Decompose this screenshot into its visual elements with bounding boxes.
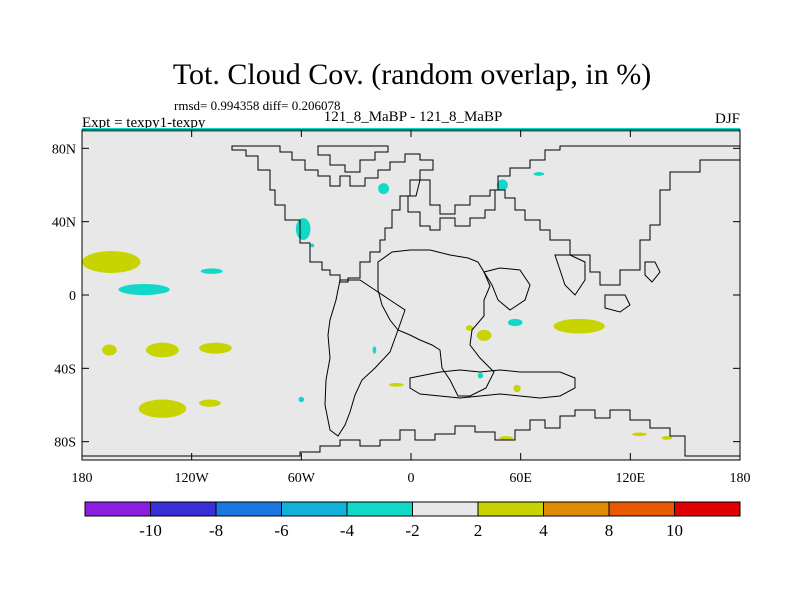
- coast-north-america: [231, 145, 434, 283]
- x-tick-label: 180: [72, 471, 93, 486]
- coast-australia: [409, 369, 576, 399]
- anomaly-patch: [496, 179, 508, 191]
- coast-antarctica: [81, 409, 741, 461]
- colorbar-label: -8: [209, 521, 223, 540]
- colorbar-label: 4: [539, 521, 548, 540]
- y-tick-label: 40S: [54, 362, 76, 377]
- colorbar-swatch: [346, 501, 413, 517]
- anomaly-patch: [533, 172, 545, 176]
- coast-india: [554, 254, 586, 296]
- colorbar-label: 2: [474, 521, 483, 540]
- anomaly-patch: [632, 432, 647, 437]
- colorbar-label: 10: [666, 521, 683, 540]
- chart-title: Tot. Cloud Cov. (random overlap, in %): [173, 58, 651, 91]
- x-tick-label: 60W: [288, 471, 316, 486]
- map-background: [82, 130, 740, 460]
- experiment-label: Expt = texpy1-texpy: [82, 115, 206, 131]
- coast-greenland: [317, 145, 389, 173]
- anomaly-patch: [513, 384, 521, 393]
- anomaly-layer: [82, 172, 673, 440]
- anomaly-patch: [553, 318, 605, 334]
- coastlines: [81, 145, 741, 461]
- x-tick-label: 180: [730, 471, 751, 486]
- colorbar-swatch: [150, 501, 217, 517]
- anomaly-patch: [378, 183, 390, 195]
- anomaly-patch: [372, 346, 377, 354]
- season-label: DJF: [715, 111, 740, 127]
- anomaly-patch: [118, 284, 170, 295]
- anomaly-patch: [310, 243, 315, 248]
- colorbar-swatch: [608, 501, 675, 517]
- y-tick-label: 80N: [52, 142, 76, 157]
- colorbar-label: -6: [274, 521, 288, 540]
- anomaly-patch: [102, 344, 117, 356]
- anomaly-patch: [198, 399, 221, 407]
- coast-eurasia: [407, 145, 741, 286]
- anomaly-patch: [465, 325, 474, 331]
- coast-africa: [377, 249, 495, 397]
- anomaly-patch: [145, 342, 179, 358]
- x-tick-label: 120E: [616, 471, 646, 486]
- colorbar-swatch: [477, 501, 544, 517]
- colorbar-label: -2: [405, 521, 419, 540]
- anomaly-patch: [200, 268, 223, 274]
- anomaly-patch: [476, 329, 492, 341]
- coast-south-america: [324, 279, 406, 437]
- comparison-label: 121_8_MaBP - 121_8_MaBP: [324, 109, 503, 125]
- anomaly-patch: [389, 383, 404, 387]
- x-tick-label: 60E: [509, 471, 532, 486]
- coast-japan: [644, 261, 661, 283]
- anomaly-patch: [507, 318, 523, 327]
- colorbar-label: 8: [605, 521, 614, 540]
- y-tick-label: 0: [69, 289, 76, 304]
- anomaly-patch: [661, 436, 673, 440]
- colorbar-swatch: [543, 501, 610, 517]
- stats-label: rmsd= 0.994358 diff= 0.206078: [174, 98, 340, 113]
- colorbar-swatch: [412, 501, 479, 517]
- y-tick-label: 80S: [54, 436, 76, 451]
- coast-south-asia: [483, 267, 531, 311]
- y-tick-label: 40N: [52, 216, 76, 231]
- anomaly-patch: [198, 342, 232, 354]
- anomaly-patch: [138, 399, 187, 418]
- anomaly-patch: [477, 372, 484, 379]
- axes: 180 120W 60W 0 60E 120E 180 80N 40N 0 40S 80S: [52, 130, 751, 486]
- anomaly-patch: [298, 396, 305, 403]
- coast-se-asia: [604, 294, 631, 313]
- x-tick-label: 120W: [175, 471, 210, 486]
- anomaly-patch: [82, 251, 141, 273]
- colorbar-swatch: [281, 501, 348, 517]
- anomaly-patch: [498, 436, 514, 440]
- colorbar-swatch: [674, 501, 741, 517]
- colorbar: -10 -8 -6 -4 -2 2 4 8 10: [84, 501, 741, 540]
- x-tick-label: 0: [408, 471, 415, 486]
- colorbar-label: -4: [340, 521, 355, 540]
- colorbar-swatch: [84, 501, 151, 517]
- colorbar-label: -10: [139, 521, 162, 540]
- anomaly-patch: [295, 218, 311, 240]
- colorbar-swatch: [215, 501, 282, 517]
